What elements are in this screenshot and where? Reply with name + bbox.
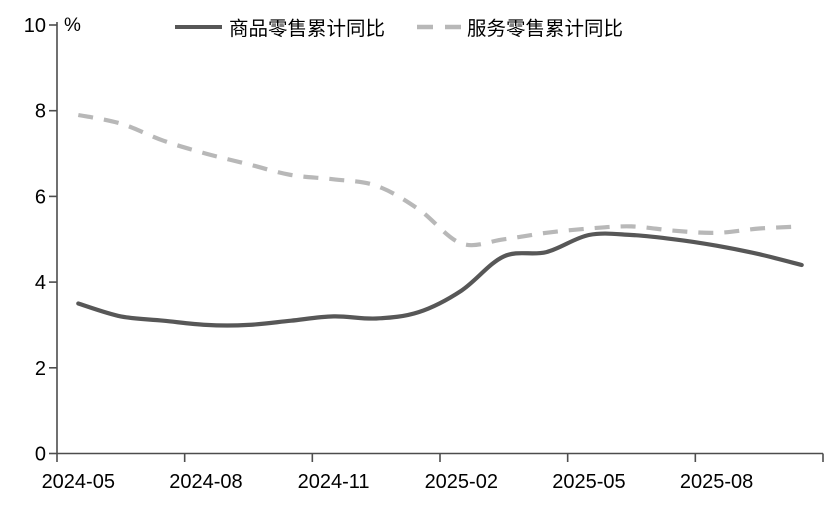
x-axis-ticks: 2024-05 2024-08 2024-11 2025-02 2025-05 2025-… bbox=[42, 453, 824, 493]
x-tick-label: 2025-08 bbox=[680, 471, 753, 493]
legend: 商品零售累计同比 服务零售累计同比 bbox=[175, 18, 623, 40]
x-tick-label: 2025-02 bbox=[425, 471, 498, 493]
y-tick-label: 4 bbox=[35, 272, 46, 294]
x-tick-label: 2024-05 bbox=[42, 471, 115, 493]
series-line-services-dashed bbox=[77, 112, 802, 248]
legend-label-goods: 商品零售累计同比 bbox=[229, 18, 385, 40]
x-tick-label: 2025-05 bbox=[552, 471, 625, 493]
y-tick-label: 2 bbox=[35, 358, 46, 380]
y-axis-ticks: 0 2 4 6 8 10 bbox=[24, 15, 57, 466]
y-tick-label: 8 bbox=[35, 101, 46, 123]
x-tick-label: 2024-11 bbox=[298, 471, 370, 493]
y-tick-label: 10 bbox=[24, 15, 46, 37]
y-tick-label: 6 bbox=[35, 186, 46, 208]
y-tick-label: 0 bbox=[35, 444, 46, 466]
x-tick-label: 2024-08 bbox=[169, 471, 242, 493]
y-axis-unit-label: % bbox=[64, 15, 81, 36]
series-line-goods-solid bbox=[76, 231, 804, 328]
legend-label-services: 服务零售累计同比 bbox=[467, 18, 623, 40]
